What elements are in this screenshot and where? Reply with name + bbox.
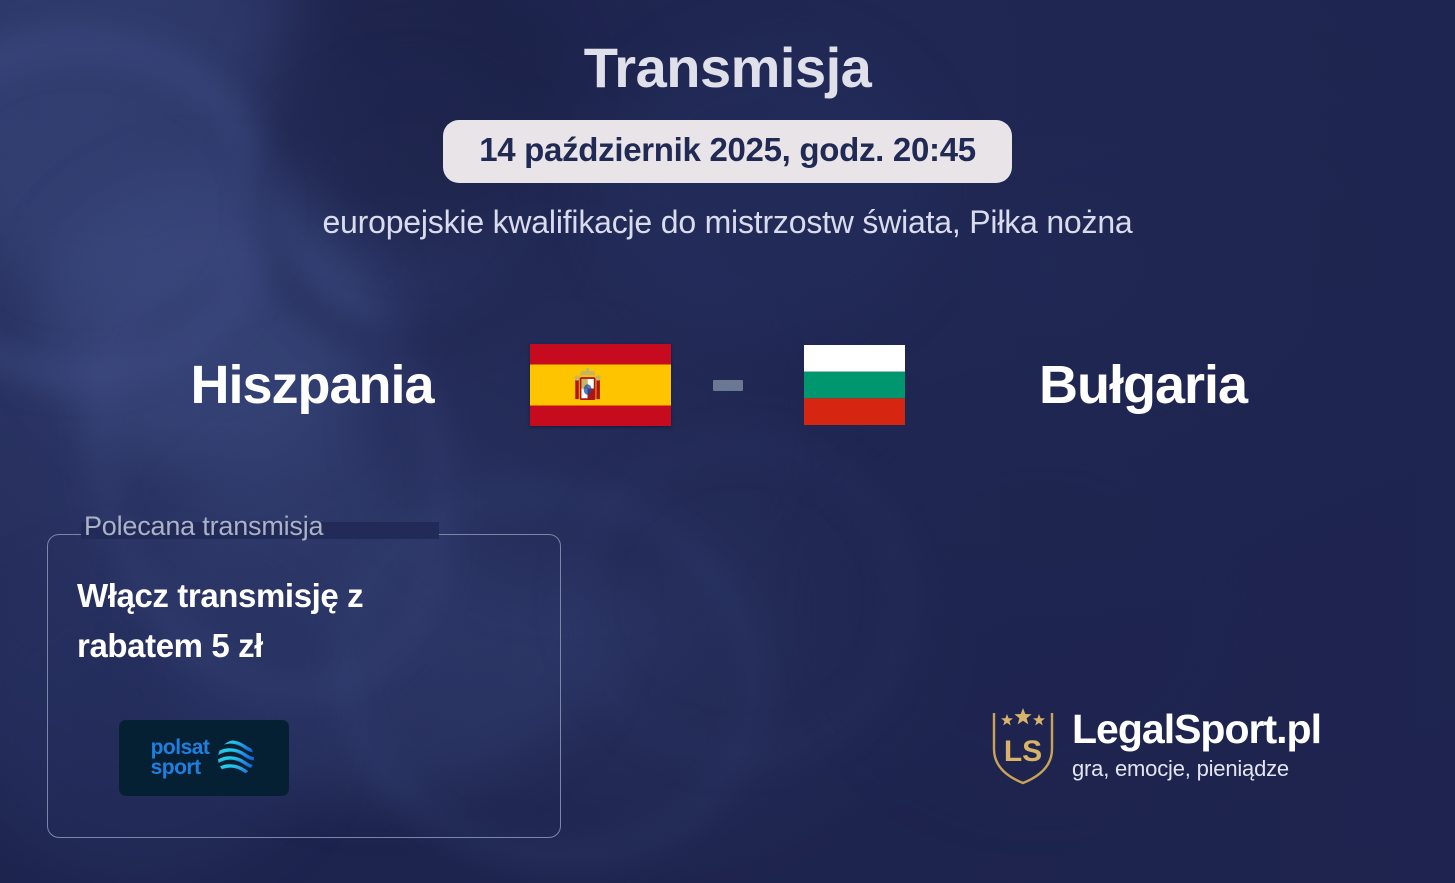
flag-bulgaria-icon: [804, 345, 905, 425]
card-legend-label: Polecana transmisja: [84, 511, 324, 541]
match-row: Hiszpania: [0, 340, 1455, 430]
brand-text: LegalSport.pl gra, emocje, pieniądze: [1072, 705, 1322, 782]
date-badge-wrap: 14 październik 2025, godz. 20:45: [0, 120, 1455, 183]
polsat-sport-logo[interactable]: polsat sport: [119, 720, 289, 796]
recommended-broadcast-card[interactable]: Polecana transmisja Włącz transmisję z r…: [47, 513, 561, 838]
away-flag-wrap: [755, 345, 955, 425]
score-separator: [712, 379, 743, 391]
shield-stars: [1001, 708, 1045, 726]
card-legend-mask: [81, 522, 439, 539]
away-team-name: Bułgaria: [1038, 355, 1248, 415]
brand-logo[interactable]: LS LegalSport.pl gra, emocje, pieniądze: [990, 705, 1322, 785]
polsat-line1: polsat: [150, 736, 210, 760]
shield-initials: LS: [1004, 735, 1042, 768]
header: Transmisja 14 październik 2025, godz. 20…: [0, 40, 1455, 240]
legalsport-shield-icon: LS: [992, 708, 1054, 785]
flag-spain-icon: [530, 344, 671, 426]
competition-subtitle: europejskie kwalifikacje do mistrzostw ś…: [322, 203, 1133, 240]
promo-headline: Włącz transmisję z rabatem 5 zł: [77, 577, 364, 664]
polsat-globe-icon: [218, 740, 255, 776]
home-team-name: Hiszpania: [190, 355, 434, 415]
page-title: Transmisja: [583, 36, 872, 99]
match-date-badge: 14 październik 2025, godz. 20:45: [443, 120, 1012, 183]
brand-name: LegalSport.pl: [1072, 705, 1322, 752]
home-flag-wrap: [501, 344, 701, 426]
polsat-sport-wordmark: polsat sport: [150, 736, 210, 779]
polsat-line2: sport: [150, 756, 201, 779]
brand-tagline: gra, emocje, pieniądze: [1072, 755, 1289, 781]
